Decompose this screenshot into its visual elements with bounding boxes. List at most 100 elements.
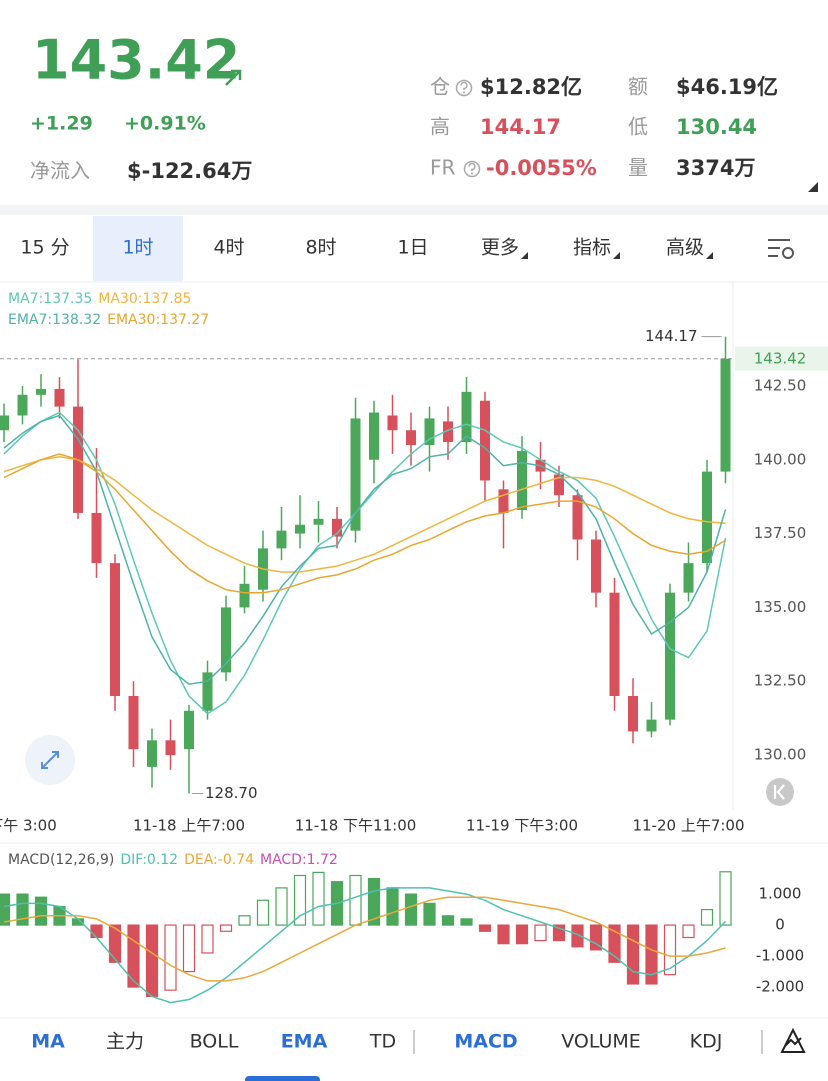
candle-body — [91, 512, 102, 564]
x-tick-label: 11-18 下午11:00 — [295, 817, 417, 835]
interval-tab[interactable]: 1日 — [397, 237, 428, 259]
y-tick-label: 1.000 — [759, 885, 802, 903]
settings-icon[interactable] — [768, 239, 794, 259]
indicator-tab[interactable]: KDJ — [690, 1031, 723, 1053]
interval-tab[interactable]: 15 分 — [20, 237, 69, 259]
macd-bar — [404, 893, 418, 926]
y-tick-label: 132.50 — [754, 672, 807, 690]
candle-body — [313, 518, 324, 525]
candle-body — [147, 740, 157, 767]
macd-bar — [719, 871, 732, 926]
corner-toggle[interactable] — [808, 182, 818, 192]
stat-value: 3374万 — [676, 156, 755, 180]
price-change: +1.29 — [30, 113, 93, 135]
last-price: 143.42 — [32, 29, 240, 92]
legend-entry: EMA30:137.27 — [107, 312, 209, 328]
legend-entry: MACD(12,26,9) — [8, 852, 114, 868]
y-tick-label: 0 — [775, 916, 785, 934]
macd-bar — [571, 924, 584, 948]
stat-label: FR — [430, 156, 456, 180]
macd-bar — [0, 893, 11, 926]
candle-body — [480, 400, 490, 481]
stat-value: 144.17 — [480, 115, 561, 139]
help-icon[interactable] — [455, 79, 473, 97]
macd-bar — [608, 924, 621, 963]
stat-label: 低 — [628, 115, 648, 139]
interval-tab[interactable]: 指标 — [573, 237, 611, 259]
macd-bar — [256, 899, 270, 926]
legend-entry: EMA7:138.32 — [8, 312, 101, 328]
y-tick-label: -2.000 — [756, 978, 804, 996]
help-icon[interactable] — [463, 160, 481, 178]
macd-bar — [534, 924, 547, 942]
interval-tab[interactable]: 高级 — [666, 237, 704, 259]
indicator-tab[interactable]: VOLUME — [561, 1031, 641, 1053]
indicator-tab[interactable]: BOLL — [190, 1031, 239, 1053]
macd-bar — [367, 877, 381, 926]
indicator-tab[interactable]: EMA — [281, 1031, 328, 1053]
candle-body — [702, 471, 712, 564]
macd-bar — [238, 915, 251, 926]
net-inflow: $-122.64万 — [127, 159, 252, 183]
legend-entry: MA30:137.85 — [98, 291, 191, 307]
legend-entry: DIF:0.12 — [120, 852, 178, 868]
interval-tab[interactable]: 更多 — [481, 237, 519, 259]
macd-bar — [164, 924, 177, 991]
scroll-end-button[interactable] — [766, 778, 794, 806]
stat-label: 量 — [628, 156, 648, 180]
candle-body — [461, 391, 472, 443]
x-tick-label: 11-18 上午7:00 — [133, 817, 245, 835]
high-label: 144.17 — [645, 327, 698, 345]
indicator-tab[interactable]: TD — [369, 1031, 396, 1053]
interval-tab[interactable]: 4时 — [213, 237, 244, 259]
interval-tab[interactable]: 1时 — [122, 237, 153, 259]
price-change-pct: +0.91% — [124, 113, 206, 135]
candle-body — [128, 696, 139, 750]
indicator-tab[interactable]: 主力 — [106, 1031, 144, 1053]
macd-bar — [16, 893, 29, 926]
stat-value: -0.0055% — [486, 156, 597, 180]
macd-bar — [663, 924, 677, 976]
x-tick-label: 11-20 上午7:00 — [632, 817, 744, 835]
macd-line — [3, 887, 727, 1004]
macd-bar — [145, 924, 159, 997]
stat-label: 高 — [430, 115, 450, 139]
stat-value: $12.82亿 — [480, 75, 582, 99]
macd-chart: 1.000 0 -1.000 -2.000 MACD(12,26,9) DIF:0.12 D… — [0, 852, 804, 1004]
home-indicator — [245, 1076, 320, 1081]
legend-entry: MA7:137.35 — [8, 291, 92, 307]
indicator-tabs: MA 主力 BOLL EMA TD MACD VOLUME KDJ — [31, 1031, 722, 1053]
candle-body — [609, 592, 620, 697]
candle-body — [221, 607, 231, 673]
y-tick-label: 137.50 — [754, 524, 807, 542]
ma-line — [3, 414, 727, 685]
y-tick-label: 130.00 — [754, 746, 807, 764]
candle-body — [54, 388, 65, 407]
candle-body — [369, 412, 379, 460]
candle-body — [350, 418, 361, 531]
macd-bar — [626, 924, 640, 985]
expand-button[interactable] — [25, 735, 75, 785]
candle-body — [165, 740, 176, 756]
macd-bar — [34, 896, 48, 926]
indicator-tab[interactable]: MA — [31, 1031, 65, 1053]
active-tab-bg — [93, 216, 183, 281]
macd-bar — [108, 924, 122, 963]
candle-body — [17, 394, 28, 416]
draw-tool-icon[interactable] — [780, 1027, 806, 1053]
macd-bar — [349, 874, 362, 926]
macd-bar — [515, 924, 529, 945]
last-price-tag: 143.42 — [754, 349, 807, 367]
dropdown-caret — [521, 252, 529, 259]
macd-bar — [441, 915, 455, 926]
indicator-tab[interactable]: MACD — [454, 1031, 517, 1053]
stat-value: 130.44 — [676, 115, 757, 139]
candle-body — [387, 415, 398, 431]
macd-bar — [275, 887, 288, 926]
net-inflow-label: 净流入 — [30, 159, 90, 183]
macd-bar — [423, 902, 436, 926]
interval-tab[interactable]: 8时 — [305, 237, 336, 259]
x-tick-label: 下午 3:00 — [0, 817, 57, 835]
candle-body — [628, 696, 638, 732]
candle-body — [0, 415, 9, 431]
